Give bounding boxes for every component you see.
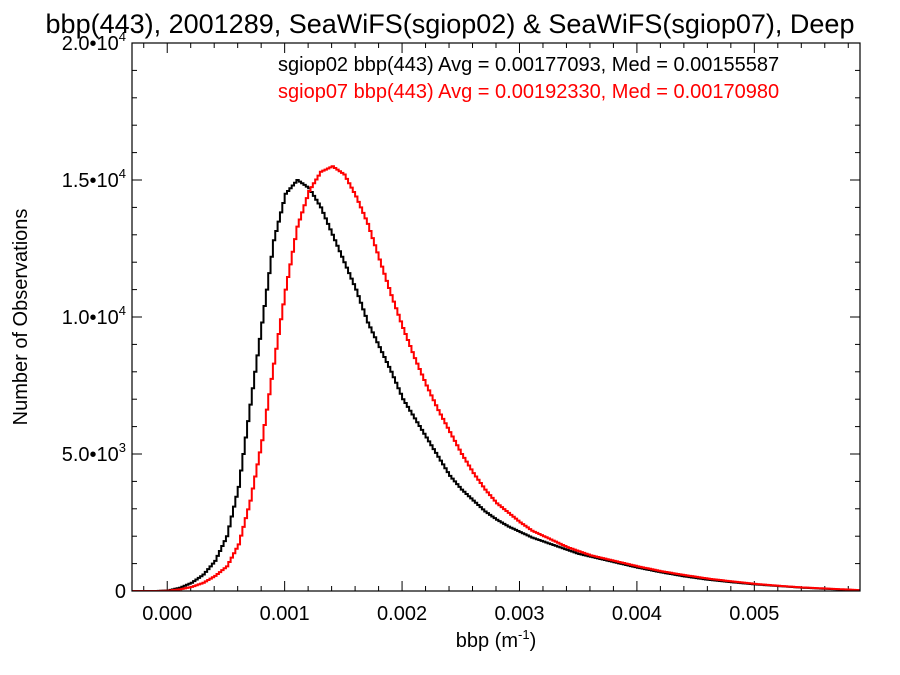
chart-title: bbp(443), 2001289, SeaWiFS(sgiop02) & Se… <box>46 9 855 39</box>
series-line-1 <box>132 165 860 591</box>
series-layer <box>132 165 860 591</box>
x-tick-label: 0.001 <box>260 603 310 625</box>
axis-ticks <box>132 42 860 592</box>
x-tick-label: 0.005 <box>729 603 779 625</box>
x-tick-label: 0.002 <box>377 603 427 625</box>
y-tick-label: 1.5•104 <box>62 166 126 192</box>
x-tick-label: 0.004 <box>612 603 662 625</box>
y-tick-label: 0 <box>115 581 126 603</box>
series-line-0 <box>132 179 860 591</box>
y-tick-labels: 0 5.0•103 1.0•104 1.5•104 2.0•104 <box>62 29 126 603</box>
x-tick-label: 0.003 <box>494 603 544 625</box>
x-tick-label: 0.000 <box>142 603 192 625</box>
plot-frame <box>131 42 861 592</box>
y-axis-label: Number of Observations <box>10 209 32 426</box>
y-tick-label: 2.0•104 <box>62 29 126 55</box>
y-tick-label: 5.0•103 <box>62 440 126 466</box>
legend-entry-sgiop02: sgiop02 bbp(443) Avg = 0.00177093, Med =… <box>278 54 779 76</box>
legend-entry-sgiop07: sgiop07 bbp(443) Avg = 0.00192330, Med =… <box>278 81 779 103</box>
x-tick-labels: 0.000 0.001 0.002 0.003 0.004 0.005 <box>142 603 779 625</box>
x-axis-label: bbp (m-1) <box>456 627 536 652</box>
y-tick-label: 1.0•104 <box>62 303 126 329</box>
